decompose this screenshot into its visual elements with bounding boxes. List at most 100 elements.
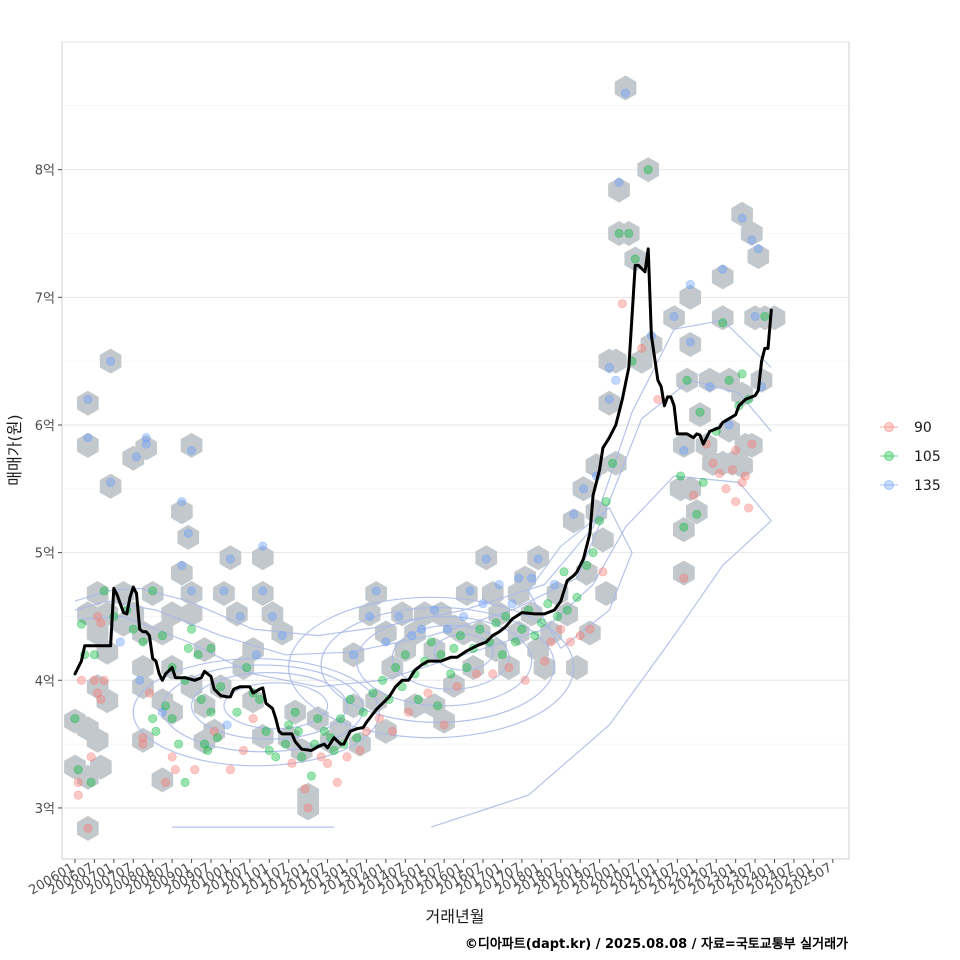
- point-90: [374, 714, 384, 724]
- point-135: [604, 394, 614, 404]
- point-105: [180, 777, 190, 787]
- point-105: [161, 701, 171, 711]
- point-105: [167, 714, 177, 724]
- hex-bin: [203, 718, 225, 744]
- point-135: [141, 433, 151, 443]
- point-90: [637, 343, 647, 353]
- density-contour-line: [74, 319, 772, 637]
- point-135: [219, 586, 229, 596]
- point-90: [575, 631, 585, 641]
- point-135: [737, 213, 747, 223]
- legend-label-105: 105: [914, 449, 941, 465]
- y-tick-label: 3억: [35, 802, 55, 817]
- point-135: [258, 586, 268, 596]
- point-135: [621, 88, 631, 98]
- hex-bin: [546, 581, 569, 606]
- point-105: [271, 752, 281, 762]
- point-135: [277, 631, 287, 641]
- hex-bin: [579, 620, 601, 646]
- hex-bin: [469, 620, 491, 646]
- point-90: [721, 484, 731, 494]
- point-90: [138, 733, 148, 743]
- legend-label-90: 90: [914, 420, 932, 436]
- hex-bin: [514, 565, 536, 591]
- y-tick-label: 8억: [35, 164, 55, 179]
- point-90: [520, 675, 530, 685]
- point-90: [287, 758, 297, 768]
- hex-bin: [711, 264, 734, 290]
- point-105: [582, 560, 592, 570]
- hex-bin: [161, 699, 183, 725]
- point-105: [73, 765, 83, 775]
- point-135: [679, 445, 689, 455]
- hex-bin: [177, 524, 200, 550]
- density-contour-line: [527, 507, 633, 649]
- x-axis-title: 거래년월: [426, 907, 485, 926]
- point-135: [235, 611, 245, 621]
- hex-bin: [180, 601, 203, 627]
- y-tick-label: 7억: [35, 291, 55, 306]
- point-90: [89, 675, 99, 685]
- point-90: [504, 663, 514, 673]
- point-90: [689, 490, 699, 500]
- point-90: [731, 445, 741, 455]
- point-105: [206, 707, 216, 717]
- point-135: [527, 573, 537, 583]
- hex-bin: [556, 601, 579, 627]
- hex-bin: [614, 75, 637, 101]
- point-105: [368, 688, 378, 698]
- point-105: [601, 497, 611, 507]
- hex-bin: [689, 402, 711, 428]
- point-135: [685, 280, 695, 290]
- point-135: [115, 637, 125, 647]
- point-105: [284, 720, 294, 730]
- hex-bin: [161, 601, 183, 627]
- point-105: [543, 599, 553, 609]
- hex-bin: [77, 815, 99, 841]
- point-105: [553, 611, 563, 621]
- point-105: [157, 631, 167, 641]
- hex-bin: [475, 545, 498, 571]
- hex-bin: [718, 417, 740, 443]
- point-105: [148, 714, 158, 724]
- credit-text: ©디아파트(dapt.kr) / 2025.08.08 / 자료=국토교통부 실…: [465, 936, 848, 952]
- hex-bin: [533, 655, 556, 680]
- point-90: [355, 745, 365, 755]
- hex-bin: [349, 731, 371, 757]
- hex-bin: [605, 348, 627, 374]
- hex-bin: [284, 699, 306, 725]
- legend-key-point-135: [884, 480, 894, 490]
- hex-bin: [731, 453, 753, 479]
- hex-bin: [731, 381, 753, 407]
- hex-bin: [135, 435, 157, 461]
- hex-bin: [731, 201, 753, 227]
- point-105: [436, 650, 446, 660]
- point-90: [565, 637, 575, 647]
- point-105: [455, 631, 465, 641]
- point-105: [426, 637, 436, 647]
- density-contour-line: [74, 379, 772, 656]
- point-90: [238, 745, 248, 755]
- point-105: [306, 771, 316, 781]
- point-105: [562, 605, 572, 615]
- point-90: [190, 765, 200, 775]
- hex-bin: [741, 432, 763, 458]
- hex-bin: [252, 545, 274, 571]
- point-105: [329, 745, 339, 755]
- point-90: [83, 823, 93, 833]
- point-90: [323, 758, 333, 768]
- hex-bin: [252, 581, 274, 606]
- point-105: [608, 458, 618, 468]
- point-105: [718, 318, 728, 328]
- hex-bin: [663, 305, 685, 331]
- hex-bin: [342, 642, 365, 668]
- point-135: [614, 177, 624, 187]
- point-105: [174, 739, 184, 749]
- point-90: [540, 656, 550, 666]
- point-105: [290, 707, 300, 717]
- point-90: [744, 503, 754, 513]
- hex-bin: [572, 476, 595, 502]
- point-105: [216, 682, 226, 692]
- point-90: [556, 624, 566, 634]
